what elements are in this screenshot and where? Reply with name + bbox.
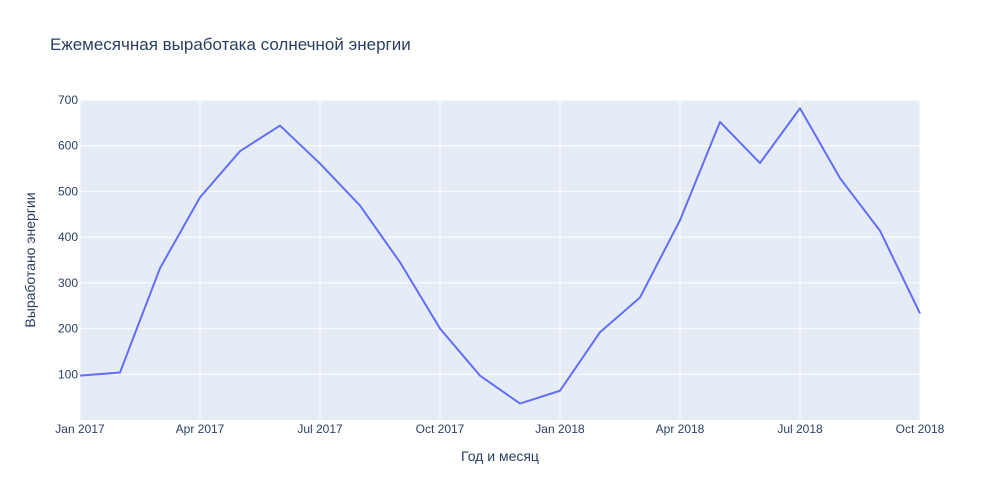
y-axis-title: Выработано энергии <box>22 192 38 327</box>
y-tick-label: 600 <box>58 139 78 153</box>
x-tick-label: Apr 2017 <box>176 422 225 436</box>
y-tick-label: 700 <box>58 93 78 107</box>
x-axis-ticks: Jan 2017 Apr 2017 Jul 2017 Oct 2017 Jan 2018… <box>55 422 944 436</box>
y-axis-ticks: 100 200 300 400 500 600 700 <box>58 93 78 381</box>
series-line <box>79 107 921 405</box>
x-tick-label: Jul 2017 <box>297 422 343 436</box>
x-tick-label: Oct 2017 <box>416 422 465 436</box>
x-tick-label: Oct 2018 <box>896 422 945 436</box>
y-tick-label: 100 <box>58 367 78 381</box>
series-line-group <box>79 107 921 405</box>
grid-lines <box>79 99 921 420</box>
x-tick-label: Jan 2018 <box>535 422 585 436</box>
x-tick-label: Jan 2017 <box>55 422 105 436</box>
plot-area <box>80 100 920 420</box>
chart-title: Ежемесячная выработака солнечной энергии <box>50 35 411 54</box>
x-tick-label: Apr 2018 <box>656 422 705 436</box>
y-tick-label: 500 <box>58 184 78 198</box>
y-tick-label: 400 <box>58 230 78 244</box>
y-tick-label: 200 <box>58 322 78 336</box>
x-axis-title: Год и месяц <box>461 448 539 464</box>
y-tick-label: 300 <box>58 276 78 290</box>
x-tick-label: Jul 2018 <box>777 422 823 436</box>
